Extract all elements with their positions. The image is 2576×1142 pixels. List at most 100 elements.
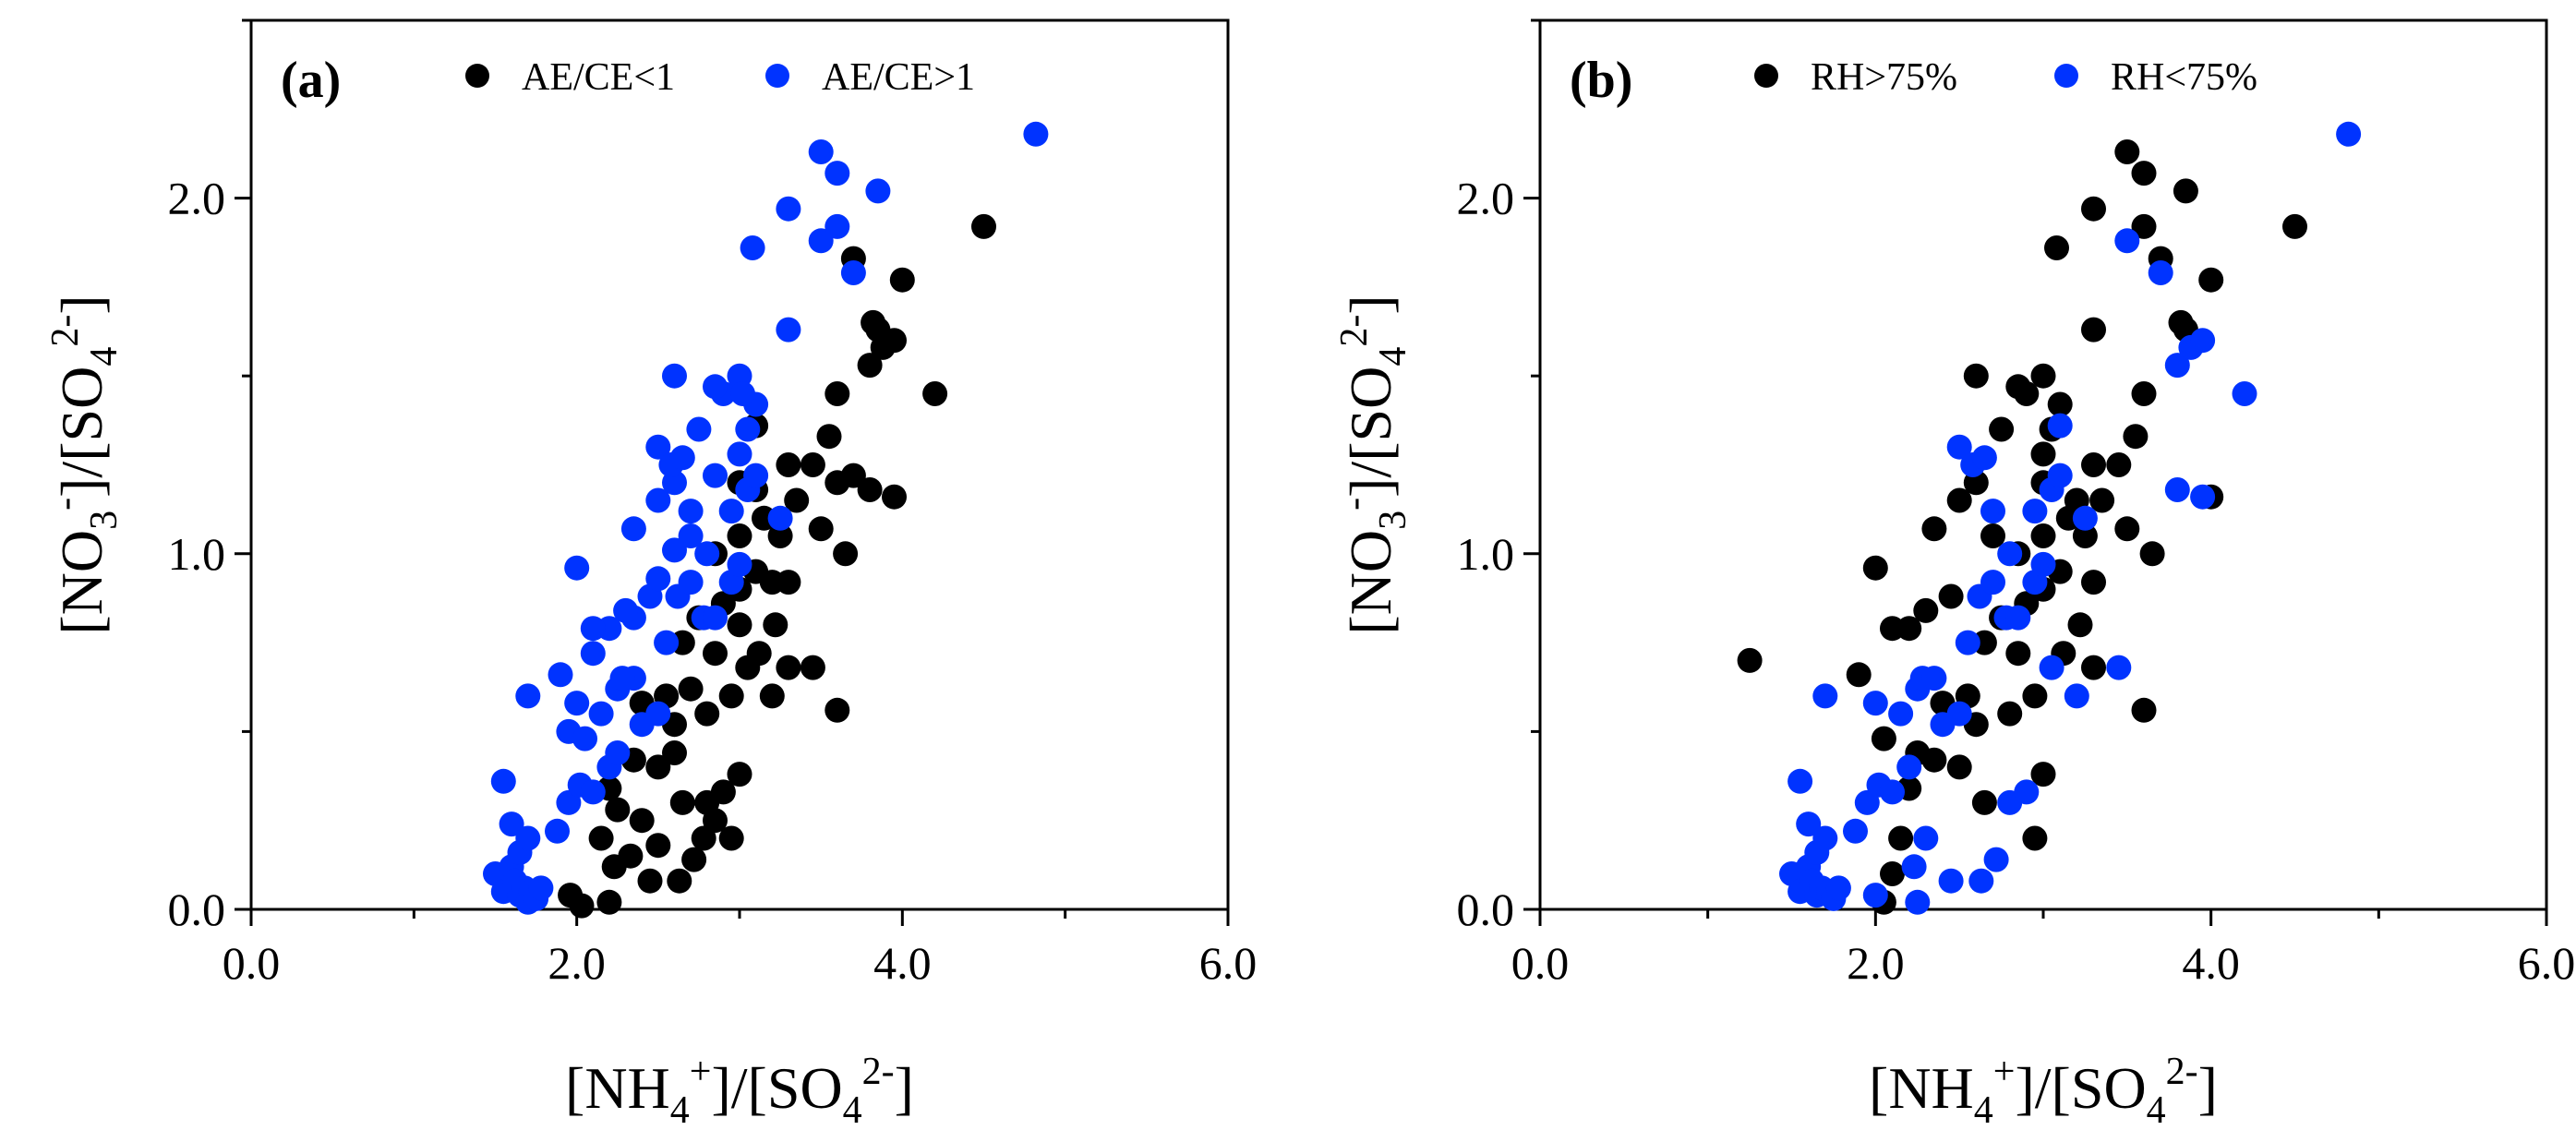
data-point xyxy=(1854,789,1880,815)
data-point xyxy=(718,825,744,851)
y-tick-label: 0.0 xyxy=(1457,884,1515,935)
data-point xyxy=(730,381,755,406)
data-point xyxy=(1846,662,1872,688)
data-point xyxy=(1983,847,2009,872)
series-2 xyxy=(483,121,1049,915)
data-point xyxy=(776,570,801,595)
data-point xyxy=(678,523,704,548)
data-point xyxy=(528,875,554,901)
data-point xyxy=(2198,267,2224,293)
data-point xyxy=(2282,213,2307,239)
data-point xyxy=(645,434,671,460)
data-point xyxy=(1938,583,1964,609)
data-point xyxy=(727,762,752,787)
data-point xyxy=(645,833,671,859)
data-point xyxy=(718,499,744,524)
data-point xyxy=(767,523,793,548)
data-point xyxy=(1913,597,1939,623)
panel-a: 0.0 2.0 4.0 6.0 0.0 1.0 2.0 [NH4+]/[SO42-] [NO3-… xyxy=(44,18,1257,1132)
data-point xyxy=(1997,701,2023,727)
data-point xyxy=(1963,363,1989,389)
data-point xyxy=(2131,213,2157,239)
y-tick-label: 2.0 xyxy=(168,173,226,224)
data-point xyxy=(588,701,614,727)
data-point xyxy=(1880,779,1905,805)
data-point xyxy=(703,641,728,667)
data-point xyxy=(727,612,752,638)
panel-label: (b) xyxy=(1570,52,1632,109)
data-point xyxy=(746,641,772,667)
data-point xyxy=(740,235,765,260)
data-point xyxy=(2123,424,2149,450)
data-point xyxy=(691,825,716,851)
data-point xyxy=(2047,413,2073,439)
data-point xyxy=(2148,260,2173,285)
data-point xyxy=(694,701,720,727)
y-tick-label: 1.0 xyxy=(1457,528,1515,580)
data-point xyxy=(840,463,866,488)
data-point xyxy=(1938,868,1964,894)
legend-label: RH>75% xyxy=(1811,56,1957,99)
data-point xyxy=(2081,570,2106,595)
x-tick-label: 0.0 xyxy=(223,937,281,989)
data-point xyxy=(1921,666,1947,691)
data-point xyxy=(971,213,996,239)
data-point xyxy=(1968,868,1994,894)
data-point xyxy=(678,676,704,702)
data-point xyxy=(825,697,850,723)
data-point xyxy=(572,726,597,751)
data-point xyxy=(2190,484,2216,510)
data-point xyxy=(1888,701,1914,727)
data-point xyxy=(2030,363,2056,389)
data-point xyxy=(1796,811,1822,837)
data-point xyxy=(1888,825,1914,851)
data-point xyxy=(2005,641,2031,667)
data-point xyxy=(1971,789,1997,815)
data-point xyxy=(1871,726,1896,751)
data-point xyxy=(605,797,631,823)
data-point xyxy=(2030,551,2056,577)
data-point xyxy=(1880,861,1905,886)
data-point xyxy=(645,566,671,592)
data-point xyxy=(703,463,728,488)
data-point xyxy=(1946,701,1972,727)
data-point xyxy=(1913,825,1939,851)
series-1 xyxy=(558,213,996,919)
data-point xyxy=(857,477,883,502)
data-point xyxy=(840,260,866,285)
data-point xyxy=(727,551,752,577)
legend-marker xyxy=(1754,64,1778,88)
data-point xyxy=(2072,505,2098,531)
data-point xyxy=(833,541,859,567)
data-point xyxy=(580,641,606,667)
x-tick-label: 2.0 xyxy=(1847,937,1905,989)
data-point xyxy=(865,178,891,204)
data-point xyxy=(2114,516,2140,542)
data-point xyxy=(564,691,590,716)
data-point xyxy=(727,441,752,467)
data-point xyxy=(637,868,663,894)
y-axis-label: [NO3-]/[SO42-] xyxy=(1333,295,1414,634)
data-point xyxy=(1812,825,1838,851)
data-point xyxy=(1980,570,2005,595)
data-point xyxy=(2022,825,2048,851)
data-point xyxy=(727,523,752,548)
data-point xyxy=(645,487,671,513)
data-point xyxy=(1825,875,1851,901)
data-point xyxy=(776,655,801,680)
data-point xyxy=(1896,754,1922,780)
data-point xyxy=(662,740,687,765)
data-point xyxy=(889,267,915,293)
data-point xyxy=(784,487,810,513)
data-point xyxy=(763,612,788,638)
data-point xyxy=(548,662,573,688)
data-point xyxy=(2081,317,2106,343)
data-point xyxy=(2131,161,2157,186)
data-point xyxy=(808,139,834,164)
data-point xyxy=(1023,121,1049,147)
data-point xyxy=(2072,523,2098,548)
data-point xyxy=(686,416,712,442)
data-point xyxy=(2336,121,2362,147)
data-point xyxy=(2047,463,2073,488)
data-point xyxy=(1946,754,1972,780)
